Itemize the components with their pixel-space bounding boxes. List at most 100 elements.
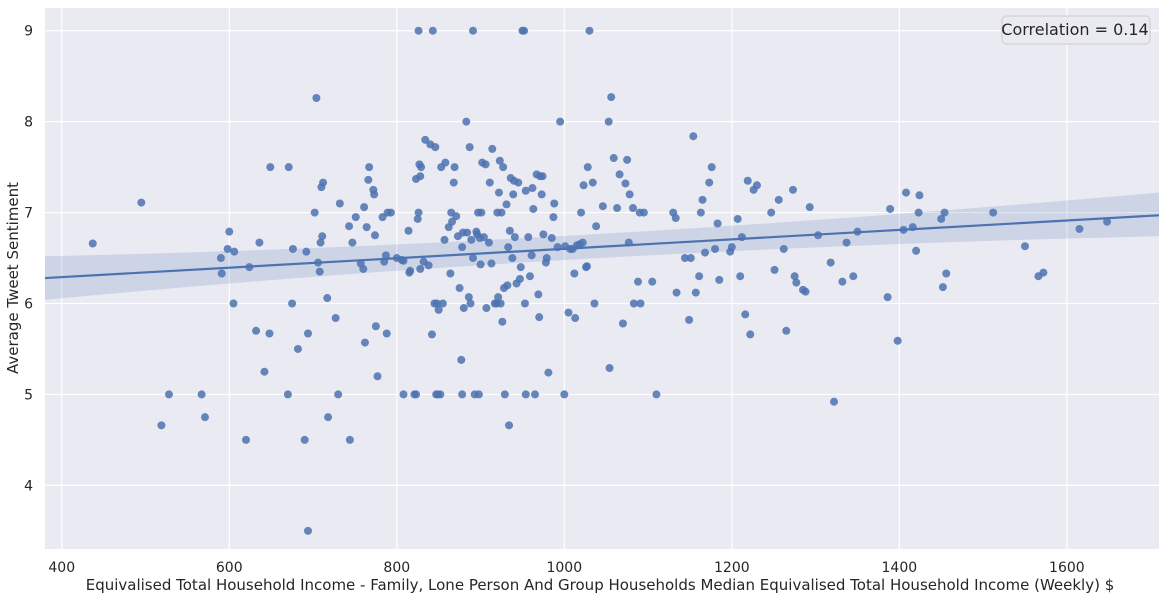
data-point xyxy=(774,195,783,204)
data-point xyxy=(164,390,173,399)
data-point xyxy=(503,281,512,290)
data-point xyxy=(520,299,529,308)
x-axis-label: Equivalised Total Household Income - Fam… xyxy=(86,576,1115,594)
data-point xyxy=(382,329,391,338)
data-point xyxy=(652,390,661,399)
data-point xyxy=(938,283,947,292)
data-point xyxy=(902,188,911,197)
data-point xyxy=(458,243,467,252)
data-point xyxy=(538,172,547,181)
data-point xyxy=(373,372,382,381)
data-point xyxy=(1103,217,1112,226)
y-tick-label: 7 xyxy=(24,206,33,222)
data-point xyxy=(351,213,360,222)
data-point xyxy=(524,233,533,242)
data-point xyxy=(571,314,580,323)
data-point xyxy=(417,163,426,172)
data-point xyxy=(937,214,946,223)
data-point xyxy=(157,421,166,430)
data-point xyxy=(428,26,437,35)
data-point xyxy=(488,144,497,153)
legend-box: Correlation = 0.14 xyxy=(1001,15,1151,45)
data-point xyxy=(510,233,519,242)
x-tick-label: 1000 xyxy=(546,560,582,576)
data-point xyxy=(424,261,433,270)
data-point xyxy=(634,277,643,286)
data-point xyxy=(479,233,488,242)
data-point xyxy=(582,262,591,271)
data-point xyxy=(727,243,736,252)
data-point xyxy=(446,269,455,278)
data-point xyxy=(625,190,634,199)
data-point xyxy=(989,208,998,217)
data-point xyxy=(560,390,569,399)
data-point xyxy=(514,178,523,187)
data-point xyxy=(788,185,797,194)
data-point xyxy=(534,290,543,299)
data-point xyxy=(849,272,858,281)
data-point xyxy=(348,238,357,247)
data-point xyxy=(441,158,450,167)
data-point xyxy=(496,299,505,308)
x-tick-label: 400 xyxy=(48,560,75,576)
data-point xyxy=(260,367,269,376)
data-point xyxy=(225,227,234,236)
data-point xyxy=(618,319,627,328)
data-point xyxy=(502,200,511,209)
data-point xyxy=(779,244,788,253)
correlation-annotation: Correlation = 0.14 xyxy=(1001,20,1148,39)
data-point xyxy=(452,212,461,221)
data-point xyxy=(242,435,251,444)
data-point xyxy=(509,190,518,199)
data-point xyxy=(304,329,313,338)
plot-background xyxy=(45,8,1159,549)
data-point xyxy=(436,390,445,399)
data-point xyxy=(310,208,319,217)
data-point xyxy=(553,243,562,252)
data-point xyxy=(432,299,441,308)
data-point xyxy=(467,235,476,244)
legend-frame xyxy=(1001,15,1151,45)
data-point xyxy=(412,390,421,399)
data-point xyxy=(698,195,707,204)
data-point xyxy=(386,208,395,217)
data-point xyxy=(826,258,835,267)
data-point xyxy=(323,294,332,303)
data-point xyxy=(741,310,750,319)
data-point xyxy=(360,338,369,347)
data-point xyxy=(853,227,862,236)
x-tick-label: 800 xyxy=(383,560,410,576)
data-point xyxy=(255,238,264,247)
data-point xyxy=(737,233,746,242)
data-point xyxy=(414,208,423,217)
data-point xyxy=(505,226,514,235)
data-point xyxy=(315,267,324,276)
y-tick-label: 6 xyxy=(24,297,33,313)
data-point xyxy=(695,272,704,281)
data-point xyxy=(629,299,638,308)
data-point xyxy=(685,315,694,324)
data-point xyxy=(578,238,587,247)
data-point xyxy=(912,246,921,255)
data-point xyxy=(1020,242,1029,251)
data-point xyxy=(767,208,776,217)
data-point xyxy=(713,219,722,228)
data-point xyxy=(838,277,847,286)
grid-lines xyxy=(45,8,1159,549)
regression-line xyxy=(44,214,1160,280)
data-point xyxy=(300,435,309,444)
data-point xyxy=(624,238,633,247)
data-point xyxy=(455,284,464,293)
data-point xyxy=(883,293,892,302)
y-axis-label: Average Tweet Sentiment xyxy=(4,182,22,374)
data-point xyxy=(707,163,716,172)
data-point xyxy=(464,293,473,302)
data-point xyxy=(550,199,559,208)
data-point xyxy=(521,390,530,399)
data-point xyxy=(345,435,354,444)
data-point xyxy=(229,299,238,308)
data-point xyxy=(535,313,544,322)
data-point xyxy=(487,259,496,268)
data-point xyxy=(539,230,548,239)
